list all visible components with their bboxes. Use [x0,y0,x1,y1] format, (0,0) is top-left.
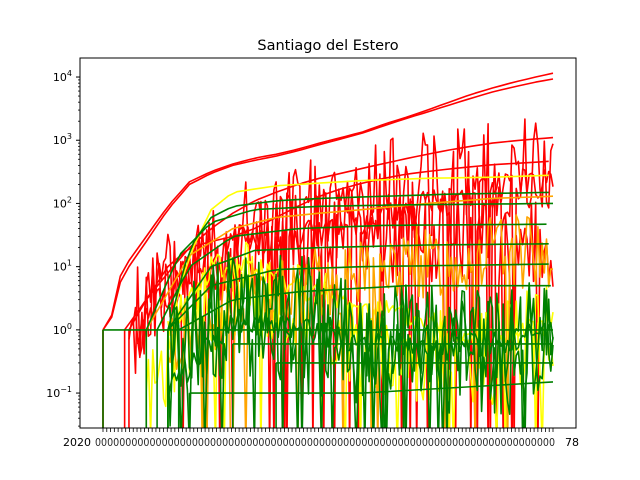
series-line-24 [189,381,554,394]
y-tick-label-4: 103 [53,132,72,147]
plot-frame [79,57,577,429]
x-tick-labels-dense: 0000000000000000000000000000000000000000… [95,436,555,449]
x-tick-label-first: 2020 [63,436,91,449]
y-tick-label-2: 101 [53,259,72,274]
series-line-13 [145,202,554,331]
axes-layer: 10−1 100 101 102 103 104 2020 78 000000000000000… [46,69,579,449]
series-line-1 [102,78,554,331]
chart-title: Santiago del Estero [257,38,398,54]
series-line-0 [102,72,554,331]
series-line-4 [128,118,554,428]
y-tick-label-0: 10−1 [46,385,72,400]
y-tick-label-3: 102 [53,195,72,210]
series-line-20 [167,308,554,428]
series-line-12 [167,191,549,331]
series-layer [102,72,554,428]
x-tick-label-last: 78 [565,436,579,449]
series-line-7 [167,174,549,331]
series-line-6 [136,168,554,428]
series-line-15 [167,243,549,331]
y-tick-label-1: 100 [53,322,72,337]
series-line-10 [145,195,554,331]
y-tick-label-5: 104 [53,69,72,84]
series-line-14 [156,223,547,331]
